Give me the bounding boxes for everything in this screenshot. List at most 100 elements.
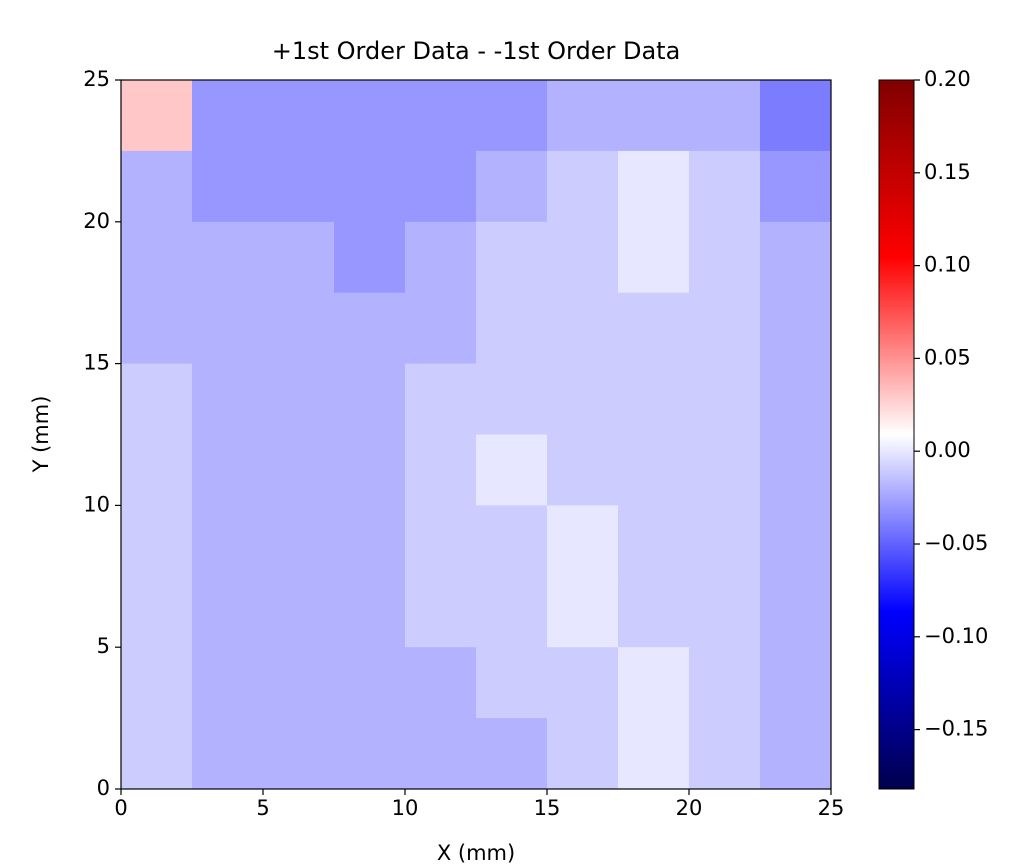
- colorbar-tick-label: 0.20: [924, 67, 971, 91]
- heatmap-cell: [192, 221, 264, 294]
- heatmap-cell: [689, 434, 761, 506]
- heatmap-cell: [618, 363, 690, 435]
- heatmap-cell: [618, 647, 690, 719]
- heatmap-cell: [192, 292, 264, 365]
- x-tick-label: 20: [676, 796, 703, 820]
- heatmap-cell: [689, 80, 761, 152]
- heatmap-cell: [263, 647, 335, 719]
- heatmap-cell: [121, 434, 193, 506]
- heatmap-cell: [547, 434, 619, 506]
- colorbar-tick-label: 0.10: [924, 253, 971, 277]
- heatmap-cell: [405, 576, 477, 648]
- colorbar-tick-label: −0.05: [924, 531, 988, 555]
- heatmap-cell: [618, 292, 690, 365]
- heatmap-cell: [334, 576, 406, 648]
- heatmap-cell: [476, 505, 548, 577]
- heatmap-cell: [618, 718, 690, 790]
- heatmap-cell: [476, 718, 548, 790]
- heatmap-cell: [618, 80, 690, 152]
- colorbar-tick-label: 0.15: [924, 160, 971, 184]
- heatmap-cell: [192, 150, 264, 223]
- heatmap-cell: [476, 576, 548, 648]
- heatmap-cell: [263, 363, 335, 435]
- heatmap-cell: [689, 505, 761, 577]
- heatmap-cell: [547, 80, 619, 152]
- x-tick-label: 15: [534, 796, 561, 820]
- heatmap-cell: [263, 434, 335, 506]
- colorbar: [878, 79, 915, 790]
- colorbar-tick-label: 0.05: [924, 345, 971, 369]
- heatmap-cell: [121, 292, 193, 365]
- y-axis-label: Y (mm): [29, 396, 53, 474]
- heatmap-cell: [192, 647, 264, 719]
- heatmap-cell: [263, 505, 335, 577]
- colorbar-tick-label: 0.00: [924, 438, 971, 462]
- heatmap-cell: [760, 363, 832, 435]
- heatmap-cell: [192, 505, 264, 577]
- heatmap-cell: [334, 150, 406, 223]
- x-tick-label: 10: [392, 796, 419, 820]
- heatmap-cell: [405, 221, 477, 294]
- heatmap-cell: [760, 221, 832, 294]
- heatmap-cell: [689, 221, 761, 294]
- heatmap-cell: [689, 718, 761, 790]
- x-tick-label: 25: [818, 796, 845, 820]
- heatmap-cell: [476, 221, 548, 294]
- heatmap-cell: [760, 434, 832, 506]
- heatmap-cell: [192, 80, 264, 152]
- heatmap-cell: [618, 221, 690, 294]
- y-tick-label: 20: [83, 209, 110, 233]
- heatmap-cell: [760, 718, 832, 790]
- heatmap-cell: [405, 647, 477, 719]
- chart-title: +1st Order Data - -1st Order Data: [272, 37, 681, 65]
- heatmap-cell: [263, 292, 335, 365]
- heatmap-cell: [334, 434, 406, 506]
- heatmap-cell: [121, 718, 193, 790]
- heatmap-cell: [547, 505, 619, 577]
- heatmap-cell: [334, 221, 406, 294]
- heatmap-cell: [476, 150, 548, 223]
- heatmap-cell: [547, 150, 619, 223]
- x-tick-label: 5: [256, 796, 269, 820]
- heatmap-cell: [121, 363, 193, 435]
- heatmap-cell: [334, 647, 406, 719]
- heatmap-cell: [121, 576, 193, 648]
- heatmap-cell: [689, 576, 761, 648]
- heatmap-cell: [192, 434, 264, 506]
- heatmap-cell: [121, 150, 193, 223]
- heatmap-cell: [618, 434, 690, 506]
- heatmap-cell: [476, 647, 548, 719]
- heatmap-cell: [618, 505, 690, 577]
- heatmap-cell: [263, 150, 335, 223]
- y-tick-label: 5: [97, 634, 110, 658]
- heatmap-cell: [192, 718, 264, 790]
- heatmap-cell: [618, 576, 690, 648]
- heatmap-cell: [405, 505, 477, 577]
- heatmap-cell: [476, 292, 548, 365]
- heatmap-cell: [689, 647, 761, 719]
- heatmap-cell: [760, 576, 832, 648]
- heatmap-cell: [476, 434, 548, 506]
- heatmap-cell: [405, 292, 477, 365]
- heatmap-cell: [405, 363, 477, 435]
- heatmap-cell: [405, 80, 477, 152]
- heatmap-cell: [263, 576, 335, 648]
- heatmap-cell: [334, 505, 406, 577]
- heatmap-cell: [760, 150, 832, 223]
- heatmap: [121, 80, 832, 790]
- heatmap-cell: [405, 718, 477, 790]
- heatmap-cell: [547, 221, 619, 294]
- y-tick-label: 15: [83, 351, 110, 375]
- heatmap-cell: [405, 434, 477, 506]
- y-tick-label: 0: [97, 776, 110, 800]
- heatmap-cell: [121, 80, 193, 152]
- heatmap-cell: [121, 647, 193, 719]
- heatmap-cell: [547, 292, 619, 365]
- heatmap-cell: [689, 363, 761, 435]
- heatmap-cell: [263, 80, 335, 152]
- heatmap-cell: [192, 576, 264, 648]
- heatmap-cell: [547, 363, 619, 435]
- heatmap-cell: [760, 647, 832, 719]
- heatmap-cell: [121, 221, 193, 294]
